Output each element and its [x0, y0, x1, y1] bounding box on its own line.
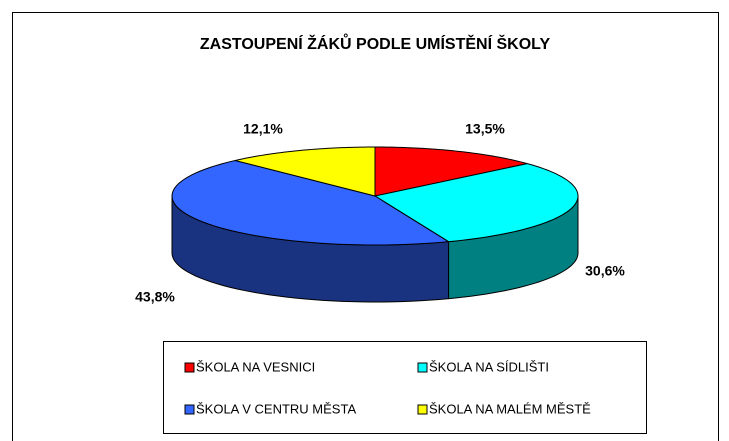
chart-frame: [12, 12, 719, 441]
legend-label: ŠKOLA NA VESNICI: [196, 359, 315, 374]
data-label: 43,8%: [135, 289, 175, 305]
data-label: 12,1%: [243, 121, 283, 137]
legend-label: ŠKOLA V CENTRU MĚSTA: [196, 401, 356, 416]
legend-label: ŠKOLA NA MALÉM MĚSTĚ: [429, 401, 591, 416]
pie-slice: [171, 159, 451, 246]
data-label: 30,6%: [585, 263, 625, 279]
data-label: 13,5%: [465, 121, 505, 137]
legend-swatch: [184, 404, 195, 415]
pie-slice: [374, 146, 528, 197]
chart-title: ZASTOUPENÍ ŽÁKŮ PODLE UMÍSTĚNÍ ŠKOLY: [200, 33, 551, 53]
pie-slice: [373, 163, 579, 243]
legend-label: ŠKOLA NA SÍDLIŠTI: [429, 359, 549, 374]
legend-swatch: [417, 404, 428, 415]
legend-swatch: [184, 362, 195, 373]
legend-swatch: [417, 362, 428, 373]
legend-box: [163, 341, 647, 434]
pie-slice: [234, 146, 376, 197]
